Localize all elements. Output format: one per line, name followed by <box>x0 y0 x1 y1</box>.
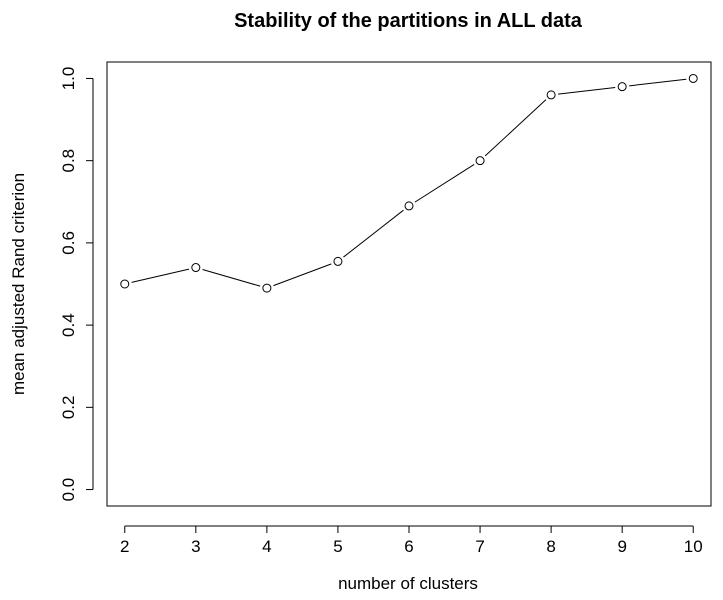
series-segment <box>558 86 616 95</box>
series-segment <box>202 269 261 287</box>
y-tick-label: 0.8 <box>59 149 78 173</box>
series-segment <box>414 164 475 203</box>
x-tick-label: 8 <box>546 537 555 556</box>
x-tick-label: 4 <box>262 537 271 556</box>
y-tick-label: 1.0 <box>59 67 78 91</box>
data-point <box>120 279 130 289</box>
data-point <box>262 283 272 293</box>
y-tick-label: 0.6 <box>59 231 78 255</box>
x-tick-label: 9 <box>617 537 626 556</box>
x-tick-label: 6 <box>404 537 413 556</box>
data-point <box>475 156 485 166</box>
series-segment <box>273 263 332 287</box>
series-line <box>131 78 687 287</box>
x-tick-label: 5 <box>333 537 342 556</box>
data-point <box>191 263 201 273</box>
x-tick-label: 2 <box>120 537 129 556</box>
x-tick-label: 10 <box>684 537 703 556</box>
y-axis-label: mean adjusted Rand criterion <box>9 173 28 395</box>
data-point <box>546 90 556 100</box>
data-point <box>404 201 414 211</box>
x-axis-label: number of clusters <box>338 574 478 593</box>
x-tick-label: 7 <box>475 537 484 556</box>
data-point <box>688 73 698 83</box>
chart-title: Stability of the partitions in ALL data <box>234 10 583 32</box>
data-point <box>617 82 627 92</box>
series-segment <box>629 78 687 87</box>
y-tick-label: 0.4 <box>59 313 78 337</box>
y-tick-label: 0.0 <box>59 478 78 502</box>
y-tick-label: 0.2 <box>59 396 78 420</box>
series-segment <box>343 209 404 258</box>
x-axis: 2 3 4 5 6 7 8 9 10 <box>120 525 703 556</box>
y-axis: 0.0 0.2 0.4 0.6 0.8 1.0 <box>59 67 94 502</box>
series-segment <box>484 99 547 157</box>
data-point <box>333 256 343 266</box>
series-points <box>120 73 698 293</box>
x-tick-label: 3 <box>191 537 200 556</box>
plot-frame <box>106 61 712 507</box>
series-segment <box>131 268 190 283</box>
